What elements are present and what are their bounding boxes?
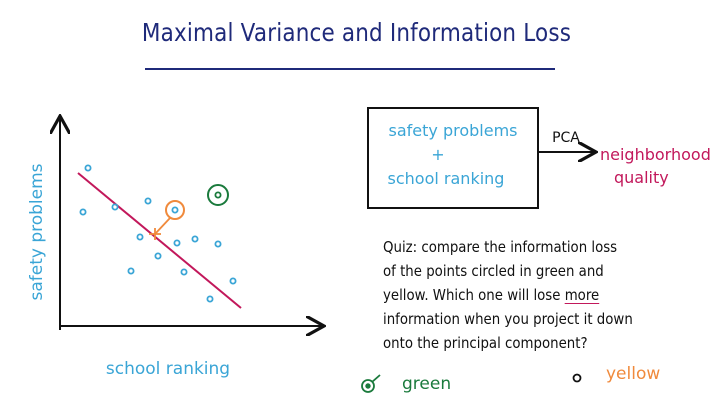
projection-line: [154, 217, 171, 235]
quiz-emphasis: more: [564, 286, 600, 304]
principal-component-line: [77, 172, 242, 309]
data-point: [214, 240, 222, 248]
x-axis-label: school ranking: [106, 359, 230, 379]
data-point: [173, 239, 181, 247]
box-line-3: school ranking: [388, 169, 505, 188]
data-point: [154, 252, 162, 260]
yellow-circle: [165, 200, 185, 220]
green-point: [214, 191, 222, 199]
output-line-1: neighborhood: [600, 145, 711, 164]
data-point: [144, 197, 152, 205]
box-line-1: safety problems: [389, 121, 518, 140]
yellow-point: [171, 206, 179, 214]
green-answer-icon: [361, 374, 381, 393]
data-point: [84, 164, 92, 172]
quiz-line-3: yellow. Which one will lose more: [383, 286, 667, 304]
output-line-2: quality: [614, 168, 669, 187]
input-box: [367, 107, 539, 209]
data-point: [180, 268, 188, 276]
green-circle: [207, 184, 229, 206]
green-answer-label: green: [402, 374, 452, 394]
data-point: [136, 233, 144, 241]
quiz-line-2: of the points circled in green and: [383, 262, 604, 280]
title-underline: [145, 68, 555, 70]
data-point: [191, 235, 199, 243]
quiz-line-3-text: yellow. Which one will lose: [383, 286, 565, 304]
data-points: [79, 164, 237, 303]
pca-label: PCA: [552, 130, 580, 146]
box-line-2: +: [431, 145, 444, 164]
yellow-answer-icon: [572, 373, 582, 383]
quiz-line-5: onto the principal component?: [383, 334, 588, 352]
data-point: [111, 203, 119, 211]
data-point: [127, 267, 135, 275]
data-point: [79, 208, 87, 216]
data-point: [229, 277, 237, 285]
quiz-line-1: Quiz: compare the information loss: [383, 238, 618, 256]
data-point: [206, 295, 214, 303]
yellow-answer-label: yellow: [606, 364, 661, 384]
quiz-line-4: information when you project it down: [383, 310, 633, 328]
projection-mark: [149, 228, 161, 240]
diagram-title: Maximal Variance and Information Loss: [141, 18, 572, 47]
y-axis-label: safety problems: [27, 163, 47, 300]
